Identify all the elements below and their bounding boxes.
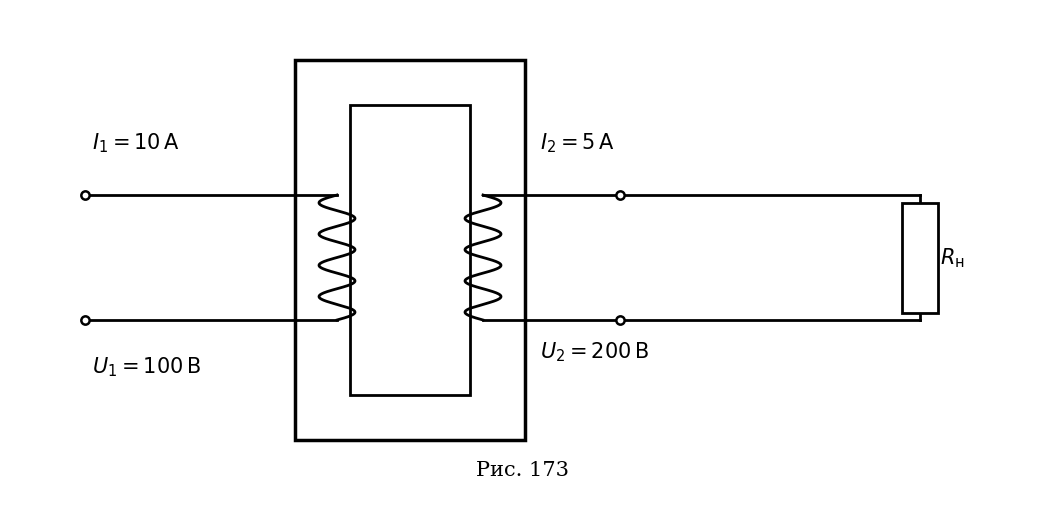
Text: $U_1 = 100\,\mathrm{В}$: $U_1 = 100\,\mathrm{В}$ <box>92 355 200 379</box>
Text: Рис. 173: Рис. 173 <box>475 460 569 479</box>
Bar <box>295 60 525 440</box>
Text: $I_2 = 5\,\mathrm{A}$: $I_2 = 5\,\mathrm{A}$ <box>540 132 615 155</box>
Text: $I_1 = 10\,\mathrm{A}$: $I_1 = 10\,\mathrm{A}$ <box>92 132 180 155</box>
Text: $R_\mathrm{н}$: $R_\mathrm{н}$ <box>940 246 965 270</box>
Text: $U_2 = 200\,\mathrm{В}$: $U_2 = 200\,\mathrm{В}$ <box>540 340 648 364</box>
Bar <box>902 202 938 313</box>
Bar <box>350 105 470 395</box>
